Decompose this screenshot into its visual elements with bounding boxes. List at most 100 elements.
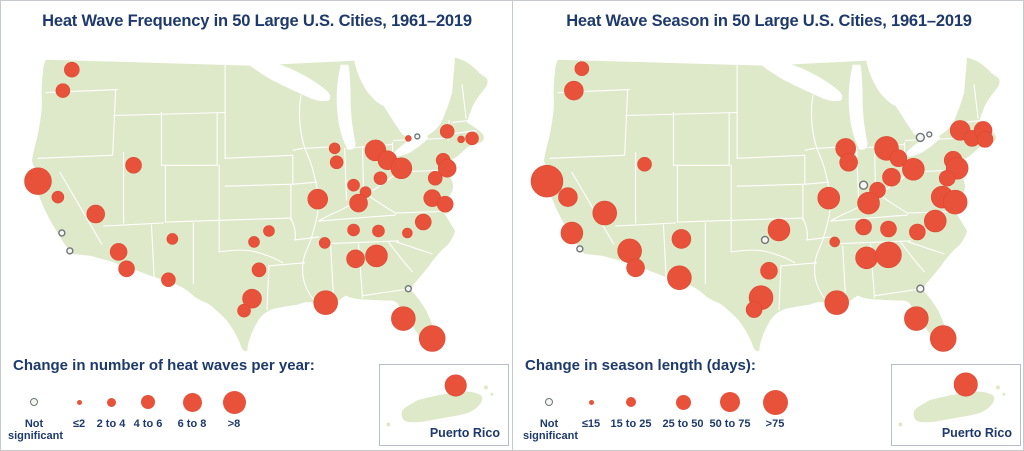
city-dot xyxy=(346,249,365,269)
city-dot xyxy=(929,325,957,352)
puerto-rico-map xyxy=(898,372,1006,427)
us-map-frequency xyxy=(24,56,488,352)
city-dot xyxy=(109,243,128,261)
city-dot xyxy=(365,244,388,268)
city-dot-not-significant xyxy=(858,180,869,190)
city-dot xyxy=(347,178,360,192)
city-dot xyxy=(24,167,52,195)
puerto-rico-inset: Puerto Rico xyxy=(379,364,509,446)
city-dot-not-significant xyxy=(926,131,933,138)
city-dot xyxy=(390,157,413,180)
city-dot xyxy=(938,169,956,187)
city-dot xyxy=(530,164,564,198)
city-dot xyxy=(328,142,341,155)
city-dot xyxy=(437,158,457,178)
city-dot xyxy=(251,262,267,278)
city-dot xyxy=(909,223,926,241)
city-dot xyxy=(829,236,840,248)
city-dot xyxy=(564,80,584,101)
city-dot-not-significant xyxy=(414,133,421,140)
city-dot xyxy=(855,218,872,236)
city-dot-not-significant xyxy=(66,247,74,255)
city-dot xyxy=(671,229,692,249)
puerto-rico-label: Puerto Rico xyxy=(429,426,500,440)
city-dot xyxy=(125,157,142,174)
city-dot xyxy=(558,187,578,207)
city-dot xyxy=(405,135,412,142)
city-dot xyxy=(347,223,360,237)
us-landmass xyxy=(32,57,488,352)
puerto-rico-label: Puerto Rico xyxy=(941,426,1012,440)
city-dot-not-significant xyxy=(576,245,584,253)
city-dot xyxy=(436,195,454,213)
city-dot xyxy=(745,301,763,318)
city-dot xyxy=(880,220,897,238)
city-dot xyxy=(166,233,179,245)
great-lake xyxy=(761,56,843,102)
city-dot xyxy=(439,124,455,139)
city-dot xyxy=(953,372,978,397)
legend-title-season: Change in season length (days): xyxy=(525,357,756,374)
city-dot-not-significant xyxy=(915,132,926,143)
city-dot xyxy=(942,189,968,215)
city-dot xyxy=(86,204,105,224)
city-dot xyxy=(904,306,929,331)
city-dot xyxy=(855,246,878,270)
puerto-rico-inset: Puerto Rico xyxy=(891,364,1021,446)
city-dot xyxy=(976,131,994,148)
great-lake xyxy=(336,64,356,150)
city-dot xyxy=(349,193,368,213)
puerto-rico-island xyxy=(913,391,995,423)
city-dot xyxy=(237,303,251,318)
city-dot xyxy=(760,262,778,280)
city-dot xyxy=(307,188,328,210)
city-dot xyxy=(418,325,446,352)
panel-divider xyxy=(512,1,513,450)
panel-heat-wave-frequency: Heat Wave Frequency in 50 Large U.S. Cit… xyxy=(1,1,513,450)
city-dot xyxy=(457,135,465,144)
city-dot xyxy=(767,218,791,242)
city-dot xyxy=(64,61,80,78)
legend-title-frequency: Change in number of heat waves per year: xyxy=(13,357,315,374)
city-dot xyxy=(889,149,908,168)
great-lake xyxy=(394,134,429,157)
city-dot xyxy=(391,306,416,331)
city-dot xyxy=(313,290,338,315)
us-landmass xyxy=(544,57,1000,352)
puerto-rico-island xyxy=(401,391,483,423)
city-dot xyxy=(882,167,901,187)
city-dot xyxy=(402,227,413,239)
city-dot xyxy=(574,61,590,76)
city-dot xyxy=(118,260,135,278)
city-dot xyxy=(667,265,692,291)
city-dot xyxy=(902,158,925,181)
city-dot-not-significant xyxy=(916,284,925,293)
great-lake xyxy=(848,64,868,150)
city-dot xyxy=(248,236,260,248)
city-dot xyxy=(875,241,902,269)
city-dot xyxy=(318,237,331,249)
city-dot xyxy=(242,288,262,309)
city-dot xyxy=(51,190,65,204)
city-dot xyxy=(465,131,479,146)
puerto-rico-map xyxy=(386,374,494,427)
city-dot xyxy=(817,186,840,210)
city-dot xyxy=(329,155,344,170)
city-dot-not-significant xyxy=(58,229,66,237)
city-dot xyxy=(372,224,385,238)
city-dot xyxy=(824,290,849,315)
great-lake xyxy=(906,134,941,157)
great-lake xyxy=(868,56,968,139)
city-dot xyxy=(637,157,652,172)
map-title-frequency: Heat Wave Frequency in 50 Large U.S. Cit… xyxy=(42,12,472,30)
city-dot-not-significant xyxy=(404,285,413,293)
city-dot xyxy=(55,83,71,98)
city-dot xyxy=(427,170,443,186)
great-lake xyxy=(356,56,456,139)
city-dot xyxy=(444,374,467,397)
city-dot xyxy=(560,221,584,245)
city-dot xyxy=(626,258,645,278)
city-dot xyxy=(263,225,275,237)
us-map-season xyxy=(530,56,1000,352)
